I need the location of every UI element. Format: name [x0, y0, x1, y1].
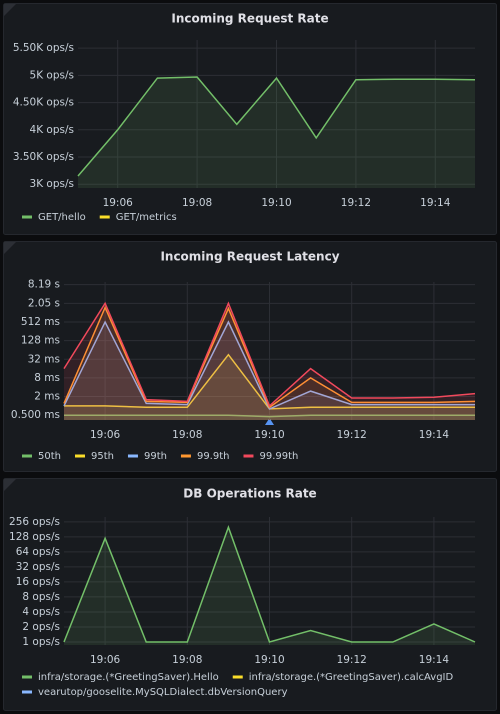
legend-label: GET/hello [38, 212, 86, 223]
chart-title: Incoming Request Latency [160, 250, 339, 264]
x-tick-label: 19:08 [172, 429, 202, 441]
x-tick-label: 19:14 [419, 654, 450, 666]
y-tick-label: 5.50K ops/s [13, 42, 74, 54]
y-tick-label: 256 ops/s [9, 516, 60, 528]
legend-label: vearutop/gooselite.MySQLDialect.dbVersio… [38, 687, 288, 698]
legend-label: 99.99th [259, 451, 298, 462]
x-tick-label: 19:10 [261, 197, 291, 209]
y-tick-label: 8 ops/s [22, 591, 60, 603]
area-fill [64, 322, 475, 420]
x-tick-label: 19:08 [182, 197, 212, 209]
x-tick-label: 19:12 [337, 654, 367, 666]
y-tick-label: 512 ms [21, 316, 60, 328]
x-tick-label: 19:06 [90, 654, 121, 666]
legend-label: infra/storage.(*GreetingSaver).Hello [38, 672, 219, 683]
y-tick-label: 1 ops/s [22, 636, 60, 648]
y-tick-label: 2 ms [34, 391, 60, 403]
area-fill [64, 307, 475, 420]
x-tick-label: 19:12 [341, 197, 371, 209]
x-tick-label: 19:08 [172, 654, 202, 666]
y-tick-label: 5K ops/s [30, 69, 74, 81]
legend-label: 95th [91, 451, 114, 462]
info-icon[interactable] [4, 479, 16, 491]
chart-title: DB Operations Rate [183, 487, 316, 501]
x-tick-label: 19:06 [103, 197, 134, 209]
x-tick-label: 19:10 [254, 654, 284, 666]
annotation-marker[interactable] [265, 418, 274, 425]
series-line [63, 301, 476, 408]
y-tick-label: 128 ms [21, 335, 60, 347]
y-tick-label: 8 ms [34, 372, 60, 384]
y-tick-label: 3K ops/s [30, 178, 74, 190]
legend-label: 50th [38, 451, 61, 462]
series-line [63, 524, 476, 643]
y-tick-label: 32 ops/s [16, 561, 60, 573]
chart-title: Incoming Request Rate [171, 12, 328, 26]
area-fill [78, 77, 475, 188]
area-fill [64, 354, 475, 420]
y-tick-label: 0.500 ms [11, 409, 60, 421]
y-tick-label: 8.19 s [28, 279, 60, 291]
x-tick-label: 19:12 [337, 429, 367, 441]
series-line [77, 76, 476, 177]
x-tick-label: 19:14 [419, 429, 450, 441]
legend-label: GET/metrics [116, 212, 177, 223]
x-tick-label: 19:06 [90, 429, 121, 441]
y-tick-label: 4 ops/s [22, 606, 60, 618]
info-icon[interactable] [4, 4, 16, 16]
y-tick-label: 2 ops/s [22, 621, 60, 633]
panel [3, 3, 497, 235]
legend-label: 99th [144, 451, 167, 462]
series-line [64, 414, 475, 418]
legend-label: 99.9th [197, 451, 230, 462]
series-line [63, 320, 475, 410]
y-tick-label: 128 ops/s [9, 531, 60, 543]
charts: Incoming Request Rate 3K ops/s 3.50K ops/s… [9, 12, 476, 698]
x-tick-label: 19:14 [420, 197, 451, 209]
series-line [63, 305, 476, 409]
y-tick-label: 4K ops/s [30, 124, 74, 136]
y-tick-label: 32 ms [28, 353, 60, 365]
y-tick-label: 2.05 s [28, 297, 60, 309]
area-fill [64, 415, 475, 420]
y-tick-label: 64 ops/s [16, 546, 60, 558]
y-tick-label: 16 ops/s [16, 576, 60, 588]
x-tick-label: 19:10 [254, 429, 284, 441]
y-tick-label: 3.50K ops/s [13, 151, 74, 163]
y-tick-label: 4.50K ops/s [13, 97, 74, 109]
info-icon[interactable] [4, 242, 16, 254]
area-fill [64, 303, 475, 420]
legend-label: infra/storage.(*GreetingSaver).calcAvgID [249, 672, 454, 683]
